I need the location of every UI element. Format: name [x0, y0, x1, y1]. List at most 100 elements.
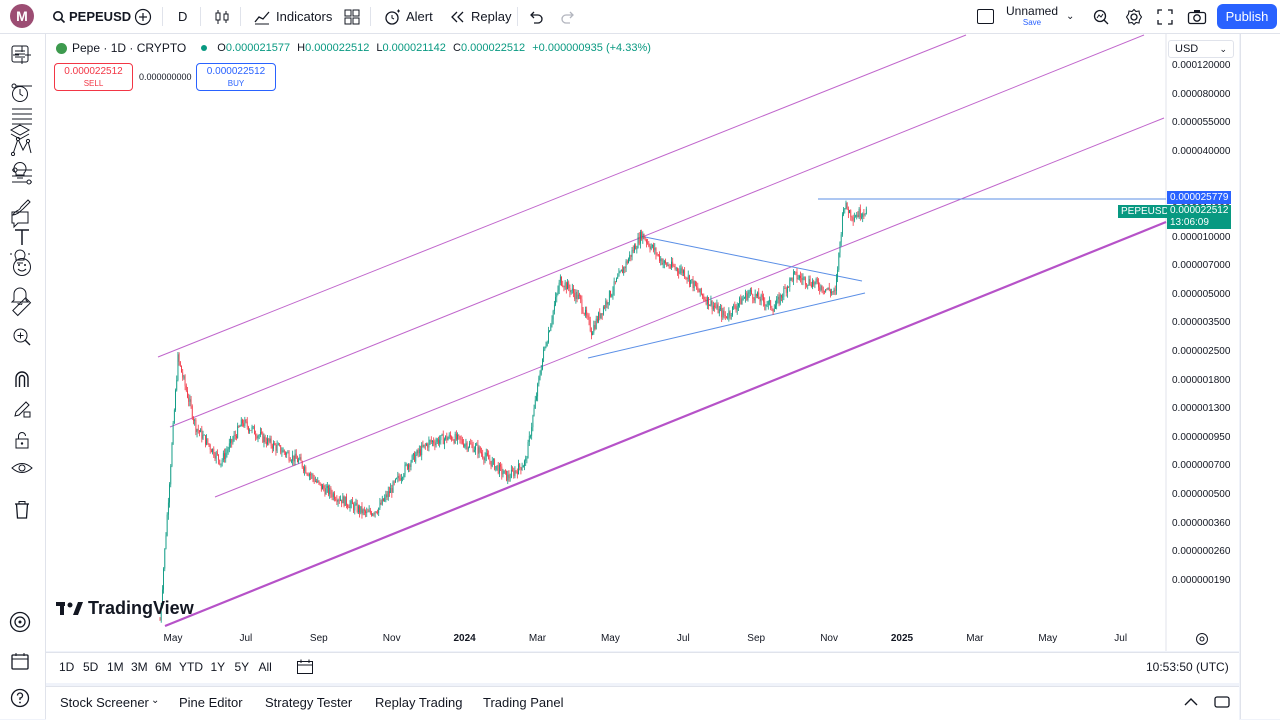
price-axis-label: 0.000055000	[1172, 117, 1231, 129]
time-axis-label: Mar	[966, 633, 984, 644]
hotlists-button[interactable]	[6, 242, 34, 270]
undo-button[interactable]	[528, 0, 544, 33]
text-icon	[15, 229, 29, 245]
fullscreen-button[interactable]	[1157, 0, 1173, 33]
range-button-all[interactable]: All	[258, 660, 272, 674]
range-button-5d[interactable]: 5D	[83, 660, 99, 674]
help-button[interactable]	[6, 684, 34, 712]
time-axis-label: 2025	[890, 633, 914, 644]
price-axis-label: 0.000007000	[1172, 260, 1231, 272]
fib-tool[interactable]	[8, 103, 36, 129]
settings-button[interactable]	[1125, 0, 1143, 33]
range-button-3m[interactable]: 3M	[131, 660, 148, 674]
stay-drawing-tool[interactable]	[8, 396, 36, 422]
legend-open: 0.000021577	[225, 42, 291, 54]
trendline-tool[interactable]	[8, 73, 36, 99]
range-button-1m[interactable]: 1M	[107, 660, 124, 674]
hide-drawings-tool[interactable]	[8, 455, 36, 481]
redo-button[interactable]	[560, 0, 576, 33]
user-avatar[interactable]: M	[10, 4, 34, 28]
last-price-tag: 0.000022512 13:06:09	[1167, 205, 1232, 229]
notifications-button[interactable]	[6, 281, 34, 309]
plus-circle-icon	[134, 8, 152, 25]
toolbar-separator	[370, 7, 371, 26]
pine-signals-button[interactable]	[6, 608, 34, 636]
lightbulb-icon	[13, 162, 27, 179]
sell-button[interactable]: 0.000022512 SELL	[54, 63, 133, 91]
grid-icon	[344, 9, 360, 24]
price-axis-label: 0.000000190	[1172, 574, 1231, 586]
currency-select[interactable]: USD ⌄	[1168, 40, 1234, 58]
goto-date-icon[interactable]	[296, 659, 314, 675]
range-button-5y[interactable]: 5Y	[234, 660, 250, 674]
snapshot-button[interactable]	[1187, 0, 1207, 33]
watchlist-button[interactable]	[6, 40, 34, 68]
text-tool[interactable]	[8, 224, 36, 250]
layout-select[interactable]: Unnamed Save ⌄	[977, 0, 1074, 33]
bar-countdown: 13:06:09	[1170, 217, 1209, 228]
axis-settings-icon[interactable]	[1195, 632, 1209, 646]
price-axis-label: 0.000000700	[1172, 460, 1231, 472]
icon-tool[interactable]	[8, 254, 36, 280]
candles-icon	[215, 9, 229, 24]
replay-label: Replay	[471, 9, 512, 24]
chevron-up-icon[interactable]	[1183, 697, 1199, 707]
trash-icon	[15, 501, 29, 519]
symbol-search-button[interactable]: PEPEUSD	[52, 0, 131, 33]
top-toolbar	[0, 0, 1280, 34]
chart-pane[interactable]	[46, 34, 1239, 651]
bottom-panel-bar	[46, 686, 1239, 720]
sell-label: SELL	[83, 79, 104, 88]
range-bar	[46, 652, 1239, 683]
market-status-dot	[201, 45, 208, 51]
clock-timezone[interactable]: 10:53:50 (UTC)	[1146, 660, 1229, 674]
layout-square-icon	[977, 9, 994, 24]
tab-trading-panel[interactable]: Trading Panel	[483, 695, 564, 710]
brush-tool[interactable]	[8, 194, 36, 220]
compare-symbol-button[interactable]	[134, 0, 152, 33]
alert-button[interactable]: Alert	[383, 0, 433, 33]
line-tool-icon	[11, 83, 32, 89]
chevron-down-icon[interactable]: ⌄	[151, 695, 160, 706]
range-button-6m[interactable]: 6M	[155, 660, 172, 674]
lock-drawings-tool[interactable]	[8, 427, 36, 453]
toolbar-separator	[200, 7, 201, 26]
maximize-panel-icon[interactable]	[1213, 694, 1231, 710]
smiley-icon	[13, 258, 31, 276]
layers-icon	[10, 124, 30, 140]
zoom-tool[interactable]	[8, 324, 36, 350]
tab-stock-screener[interactable]: Stock Screener	[60, 695, 149, 710]
range-button-1d[interactable]: 1D	[59, 660, 75, 674]
tab-pine-editor[interactable]: Pine Editor	[179, 695, 243, 710]
price-axis-label: 0.000005000	[1172, 288, 1231, 300]
indicators-icon	[254, 11, 270, 24]
chats-button[interactable]	[6, 205, 34, 233]
remove-drawings-tool[interactable]	[8, 497, 36, 523]
replay-button[interactable]: Replay	[450, 0, 511, 33]
quick-search-button[interactable]	[1092, 0, 1110, 33]
publish-button[interactable]: Publish	[1217, 4, 1277, 29]
magnet-tool[interactable]	[8, 366, 36, 392]
toolbar-separator	[240, 7, 241, 26]
measure-tool[interactable]	[8, 294, 36, 320]
range-button-ytd[interactable]: YTD	[179, 660, 203, 674]
toolbar-separator	[517, 7, 518, 26]
interval-button[interactable]: D	[178, 9, 188, 24]
templates-button[interactable]	[344, 0, 360, 33]
object-tree-button[interactable]	[6, 118, 34, 146]
price-axis-label: 0.000003500	[1172, 317, 1231, 329]
tab-replay-trading[interactable]: Replay Trading	[375, 695, 463, 710]
layout-name: Unnamed	[1006, 3, 1059, 18]
indicators-button[interactable]: Indicators	[253, 0, 332, 33]
pencil-lock-icon	[14, 401, 31, 418]
calendar-button[interactable]	[6, 647, 34, 675]
buy-button[interactable]: 0.000022512 BUY	[196, 63, 276, 91]
legend-close: 0.000022512	[460, 42, 526, 54]
alerts-panel-button[interactable]	[6, 79, 34, 107]
chart-type-button[interactable]	[213, 0, 231, 33]
range-button-1y[interactable]: 1Y	[210, 660, 226, 674]
ideas-button[interactable]	[6, 156, 34, 184]
alarm-clock-icon	[385, 9, 400, 25]
tab-strategy-tester[interactable]: Strategy Tester	[265, 695, 353, 710]
gear-icon	[1125, 8, 1143, 25]
